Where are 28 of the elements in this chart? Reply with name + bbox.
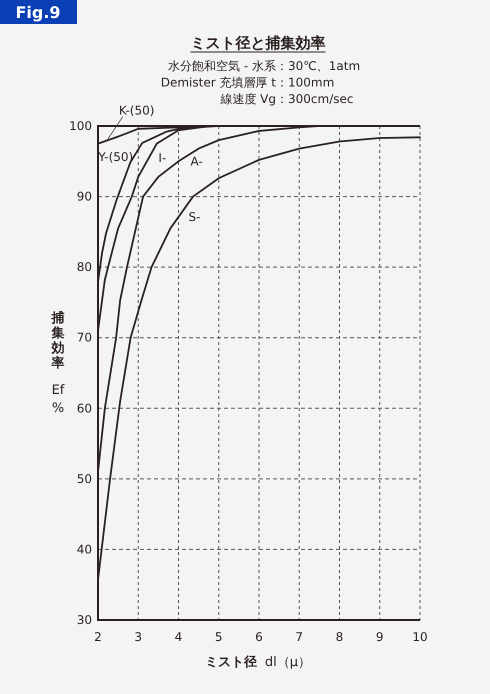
x-tick-label: 7 xyxy=(295,630,304,644)
annotation: S- xyxy=(188,210,200,224)
x-tick-label: 9 xyxy=(376,630,384,644)
x-tick-label: 4 xyxy=(174,630,182,644)
y-tick-label: 50 xyxy=(76,472,92,486)
caption: Fig.9 xyxy=(15,3,61,22)
x-tick-label: 6 xyxy=(255,630,263,644)
x-tick-label: 3 xyxy=(134,630,142,644)
y-tick-label: 80 xyxy=(76,260,92,274)
x-tick-label: 10 xyxy=(412,630,428,644)
y-tick-label: 90 xyxy=(76,190,92,204)
annotation: A- xyxy=(190,154,203,169)
y-tick-label: 60 xyxy=(76,401,92,416)
x-tick-label: 2 xyxy=(94,630,102,644)
y-tick-label: 70 xyxy=(76,330,92,345)
chart-subtitle: 水分飽和空気 - 水系：30℃、1atm Demister 充填層厚 t：100mm 線速度 Vg：300cm/sec xyxy=(160,59,360,106)
chart-title: ミスト径と捕集効率 xyxy=(190,34,326,52)
annotation: I- xyxy=(158,151,166,166)
y-tick-label: 100 xyxy=(69,119,92,133)
badge: Fig.9 xyxy=(0,0,77,24)
annotation: K-(50) xyxy=(118,104,154,118)
annotation: Y-(50) xyxy=(97,150,134,164)
x-tick-label: 8 xyxy=(336,630,344,644)
y-axis-title: 捕集効率 Ef % xyxy=(50,310,65,416)
x-tick-label: 5 xyxy=(214,630,223,644)
y-tick-label: 40 xyxy=(76,542,92,556)
x-axis-title: ミスト径 dl（μ） xyxy=(204,655,312,670)
y-tick-label: 30 xyxy=(76,613,92,627)
